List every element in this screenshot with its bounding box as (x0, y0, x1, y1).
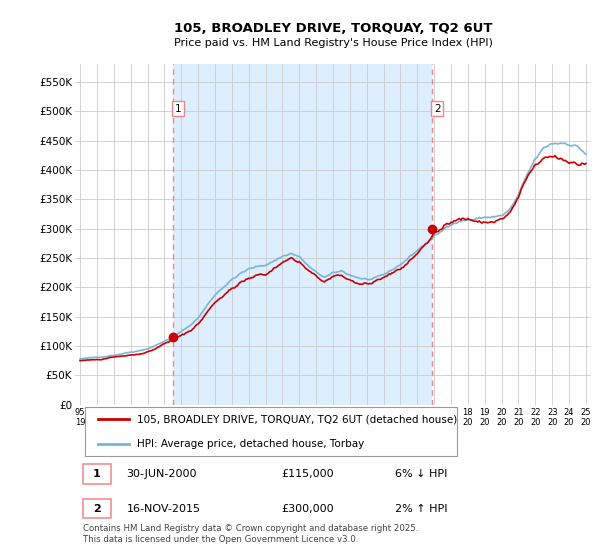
Text: 1: 1 (93, 469, 101, 479)
Text: 2% ↑ HPI: 2% ↑ HPI (395, 504, 448, 514)
Text: Contains HM Land Registry data © Crown copyright and database right 2025.
This d: Contains HM Land Registry data © Crown c… (83, 524, 418, 544)
Text: 16-NOV-2015: 16-NOV-2015 (127, 504, 200, 514)
Text: 2: 2 (93, 504, 101, 514)
Text: £115,000: £115,000 (281, 469, 334, 479)
FancyBboxPatch shape (83, 464, 111, 484)
Text: 30-JUN-2000: 30-JUN-2000 (127, 469, 197, 479)
Text: £300,000: £300,000 (281, 504, 334, 514)
Text: 105, BROADLEY DRIVE, TORQUAY, TQ2 6UT (detached house): 105, BROADLEY DRIVE, TORQUAY, TQ2 6UT (d… (137, 414, 457, 424)
FancyBboxPatch shape (85, 407, 457, 456)
Text: HPI: Average price, detached house, Torbay: HPI: Average price, detached house, Torb… (137, 439, 364, 449)
Text: 2: 2 (434, 104, 440, 114)
Text: Price paid vs. HM Land Registry's House Price Index (HPI): Price paid vs. HM Land Registry's House … (173, 38, 493, 48)
Text: 105, BROADLEY DRIVE, TORQUAY, TQ2 6UT: 105, BROADLEY DRIVE, TORQUAY, TQ2 6UT (174, 22, 492, 35)
Bar (173, 64, 432, 405)
FancyBboxPatch shape (83, 499, 111, 519)
Text: 6% ↓ HPI: 6% ↓ HPI (395, 469, 447, 479)
Text: 1: 1 (175, 104, 181, 114)
